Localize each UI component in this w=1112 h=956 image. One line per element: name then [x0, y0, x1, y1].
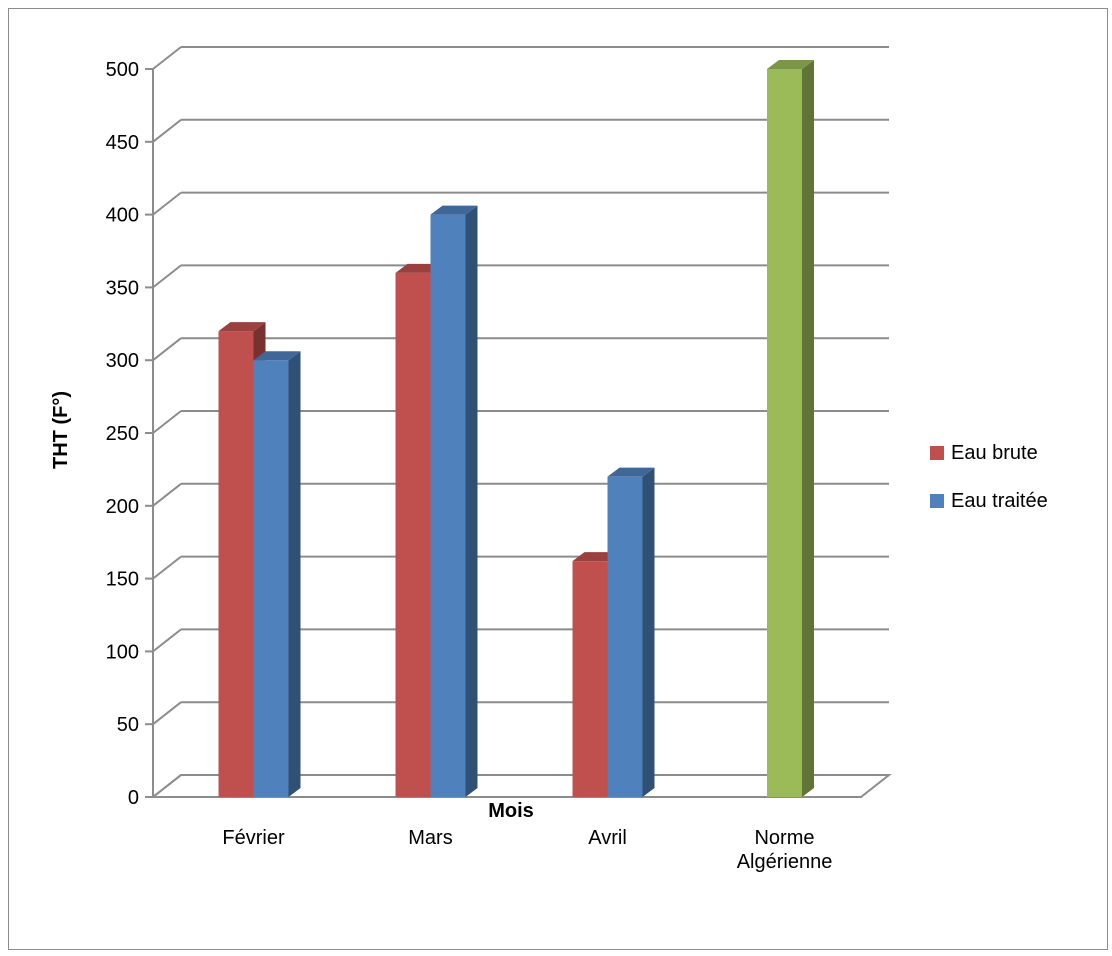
gridline-side: [152, 46, 182, 70]
legend-swatch: [930, 446, 944, 460]
bar-side: [642, 467, 655, 797]
bars: [218, 60, 814, 798]
gridline-side: [152, 483, 182, 507]
legend-label: Eau brute: [951, 442, 1038, 464]
x-category-label: Mars: [408, 827, 452, 849]
x-category-label-line: Mars: [408, 827, 452, 849]
bar-front: [218, 331, 254, 797]
x-axis-title: Mois: [488, 800, 534, 822]
x-category-label-line: Algérienne: [737, 851, 833, 873]
bar-front: [253, 360, 289, 797]
bar-side: [465, 205, 478, 798]
x-category-label-line: Norme: [754, 827, 814, 849]
bar-side: [288, 351, 301, 797]
gridline-side: [152, 701, 182, 725]
gridline-side: [152, 774, 182, 798]
bar-top: [253, 351, 301, 361]
y-tick-label: 350: [106, 277, 139, 299]
y-tick-label: 250: [106, 423, 139, 445]
y-tick-label: 500: [106, 59, 139, 81]
bar: [253, 351, 301, 797]
bar: [767, 60, 814, 797]
legend: Eau brute Eau traitée: [930, 442, 1048, 512]
y-tick-label: 100: [106, 641, 139, 663]
gridline-side: [152, 119, 182, 143]
x-category-labels: Février Mars Avril Norme Algérienne: [222, 827, 832, 873]
bar-front: [572, 561, 608, 797]
gridline-side: [152, 264, 182, 289]
thickness-chart: 0 50 100 150 200 250 300 350 400 450 500 Février Ma…: [50, 46, 1048, 873]
gridline-side: [152, 191, 182, 216]
gridline-side: [152, 628, 182, 653]
y-tick-label: 0: [128, 787, 139, 809]
bar-side: [802, 60, 814, 797]
y-tick-label: 200: [106, 496, 139, 518]
bar-front: [430, 214, 466, 798]
gridline-side: [152, 337, 182, 361]
bar-top: [218, 322, 266, 332]
gridline-side: [152, 410, 182, 434]
bar-top: [607, 467, 655, 477]
legend-label: Eau traitée: [951, 490, 1048, 512]
y-tick-label: 450: [106, 132, 139, 154]
chart-frame: 0 50 100 150 200 250 300 350 400 450 500 Février Ma…: [8, 8, 1108, 950]
bar-top: [767, 60, 814, 69]
x-category-label-line: Avril: [588, 827, 627, 849]
y-tick-label: 150: [106, 569, 139, 591]
bar: [607, 467, 655, 797]
bar-front: [395, 272, 431, 798]
x-category-label: Avril: [588, 827, 627, 849]
bar-front: [767, 69, 802, 797]
y-axis-title: THT (F°): [50, 391, 72, 469]
y-tick-label: 50: [117, 714, 139, 736]
x-category-label: Février: [222, 827, 285, 849]
y-tick-label: 300: [106, 350, 139, 372]
bar-front: [607, 476, 643, 797]
bar: [430, 205, 478, 798]
x-category-label: Norme Algérienne: [737, 827, 833, 873]
bar-top: [430, 205, 478, 215]
gridline-side: [152, 555, 182, 580]
legend-swatch: [930, 494, 944, 508]
y-tick-label: 400: [106, 205, 139, 227]
y-tick-labels: 0 50 100 150 200 250 300 350 400 450 500: [106, 59, 139, 809]
x-category-label-line: Février: [222, 827, 285, 849]
